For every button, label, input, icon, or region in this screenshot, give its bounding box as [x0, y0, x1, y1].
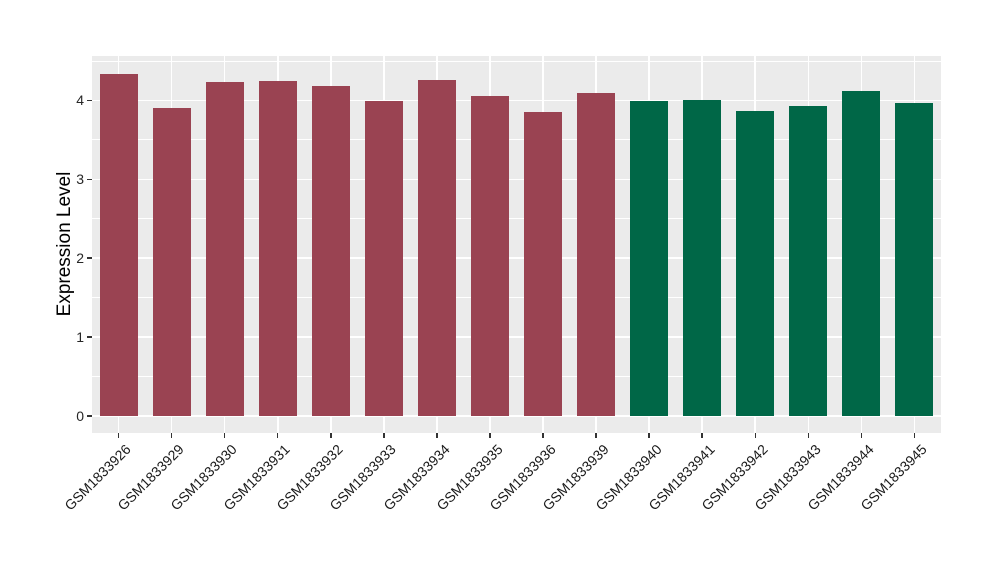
bar-GSM1833934 — [417, 79, 456, 416]
x-tick-mark — [701, 433, 703, 438]
bar-GSM1833931 — [258, 80, 297, 416]
x-tick-mark — [913, 433, 916, 438]
x-tick-mark — [860, 433, 863, 438]
x-tick-mark — [754, 433, 757, 438]
y-tick-mark — [87, 336, 92, 338]
bar-GSM1833936 — [524, 112, 563, 416]
bar-GSM1833939 — [577, 92, 616, 416]
x-tick-mark — [489, 433, 491, 438]
x-tick-mark — [383, 433, 385, 438]
bar-GSM1833941 — [683, 100, 722, 416]
y-tick-label: 2 — [76, 250, 84, 267]
gridline-minor — [92, 297, 941, 299]
y-tick-label: 0 — [76, 407, 84, 424]
x-tick-mark — [595, 433, 597, 438]
bar-GSM1833929 — [152, 108, 191, 416]
x-tick-mark — [223, 433, 226, 438]
x-tick-mark — [170, 433, 173, 438]
bar-GSM1833932 — [311, 86, 350, 416]
y-tick-mark — [87, 257, 92, 259]
x-tick-mark — [542, 433, 544, 438]
bar-GSM1833935 — [470, 96, 509, 416]
bar-GSM1833945 — [895, 102, 934, 416]
gridline-minor — [92, 60, 941, 62]
gridline-major — [92, 336, 941, 338]
gridline-minor — [92, 218, 941, 220]
plot-panel — [92, 56, 941, 433]
gridline-minor — [92, 139, 941, 141]
bar-GSM1833926 — [99, 73, 138, 416]
y-tick-mark — [87, 415, 92, 417]
gridline-minor — [92, 376, 941, 377]
x-tick-mark — [330, 433, 332, 438]
x-tick-mark — [436, 433, 438, 438]
x-tick-mark — [117, 433, 120, 438]
gridline-major — [92, 415, 941, 417]
bar-GSM1833943 — [789, 105, 828, 416]
x-tick-mark — [276, 433, 279, 438]
x-tick-mark — [807, 433, 810, 438]
bar-GSM1833940 — [630, 101, 669, 416]
bar-GSM1833933 — [364, 101, 403, 416]
bar-GSM1833930 — [205, 82, 244, 416]
gridline-major — [92, 99, 941, 102]
x-tick-mark — [648, 433, 650, 438]
y-tick-label: 1 — [76, 329, 84, 346]
y-tick-label: 4 — [76, 92, 84, 109]
gridline-major — [92, 257, 941, 259]
y-tick-mark — [87, 178, 92, 181]
y-tick-mark — [87, 99, 92, 102]
y-tick-label: 3 — [76, 171, 84, 188]
gridline-major — [92, 178, 941, 181]
bar-GSM1833942 — [736, 111, 775, 416]
y-axis-title: Expression Level — [54, 171, 75, 317]
bar-GSM1833944 — [842, 90, 881, 416]
